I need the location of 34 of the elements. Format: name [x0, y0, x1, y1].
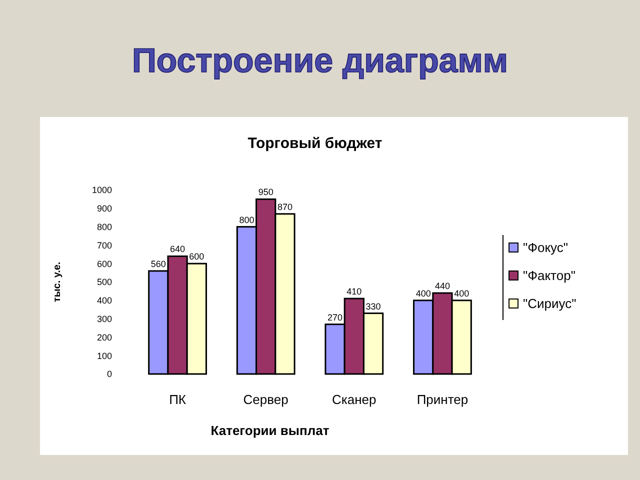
y-tick-label: 400: [96, 296, 112, 306]
y-tick-label: 300: [96, 314, 112, 324]
legend-label: "Сириус": [523, 296, 577, 311]
data-label: 440: [434, 281, 450, 292]
y-tick-label: 1000: [92, 185, 112, 196]
legend-label: "Фактор": [523, 268, 576, 283]
data-label: 800: [239, 214, 254, 225]
data-label: 270: [328, 312, 343, 322]
y-tick-label: 0: [106, 369, 112, 380]
y-axis-title: тыс. у.е.: [52, 262, 63, 302]
x-axis-title: Категории выплат: [210, 423, 330, 438]
x-tick-label: ПК: [169, 392, 186, 407]
data-label: 870: [277, 202, 292, 212]
data-label: 640: [170, 244, 186, 254]
data-label: 410: [346, 286, 362, 297]
x-tick-label: Сервер: [243, 392, 288, 407]
chart-subtitle: Торговый бюджет: [248, 135, 382, 152]
data-label: 950: [258, 187, 274, 198]
data-label: 600: [189, 252, 204, 262]
data-label: 400: [416, 288, 431, 298]
data-label: 560: [150, 258, 166, 269]
y-tick-label: 900: [96, 204, 112, 214]
x-tick-label: Сканер: [332, 392, 376, 407]
data-label: 330: [366, 301, 381, 312]
y-tick-label: 200: [96, 332, 112, 342]
y-tick-label: 100: [96, 350, 112, 361]
legend-label: "Фокус": [523, 240, 568, 255]
y-tick-label: 500: [96, 277, 112, 288]
x-tick-label: Принтер: [416, 392, 468, 407]
y-tick-label: 800: [96, 222, 112, 232]
chart-title: Построение диаграмм: [132, 42, 508, 80]
y-tick-label: 700: [96, 240, 112, 250]
y-tick-label: 600: [96, 258, 112, 269]
data-label: 400: [454, 288, 470, 298]
